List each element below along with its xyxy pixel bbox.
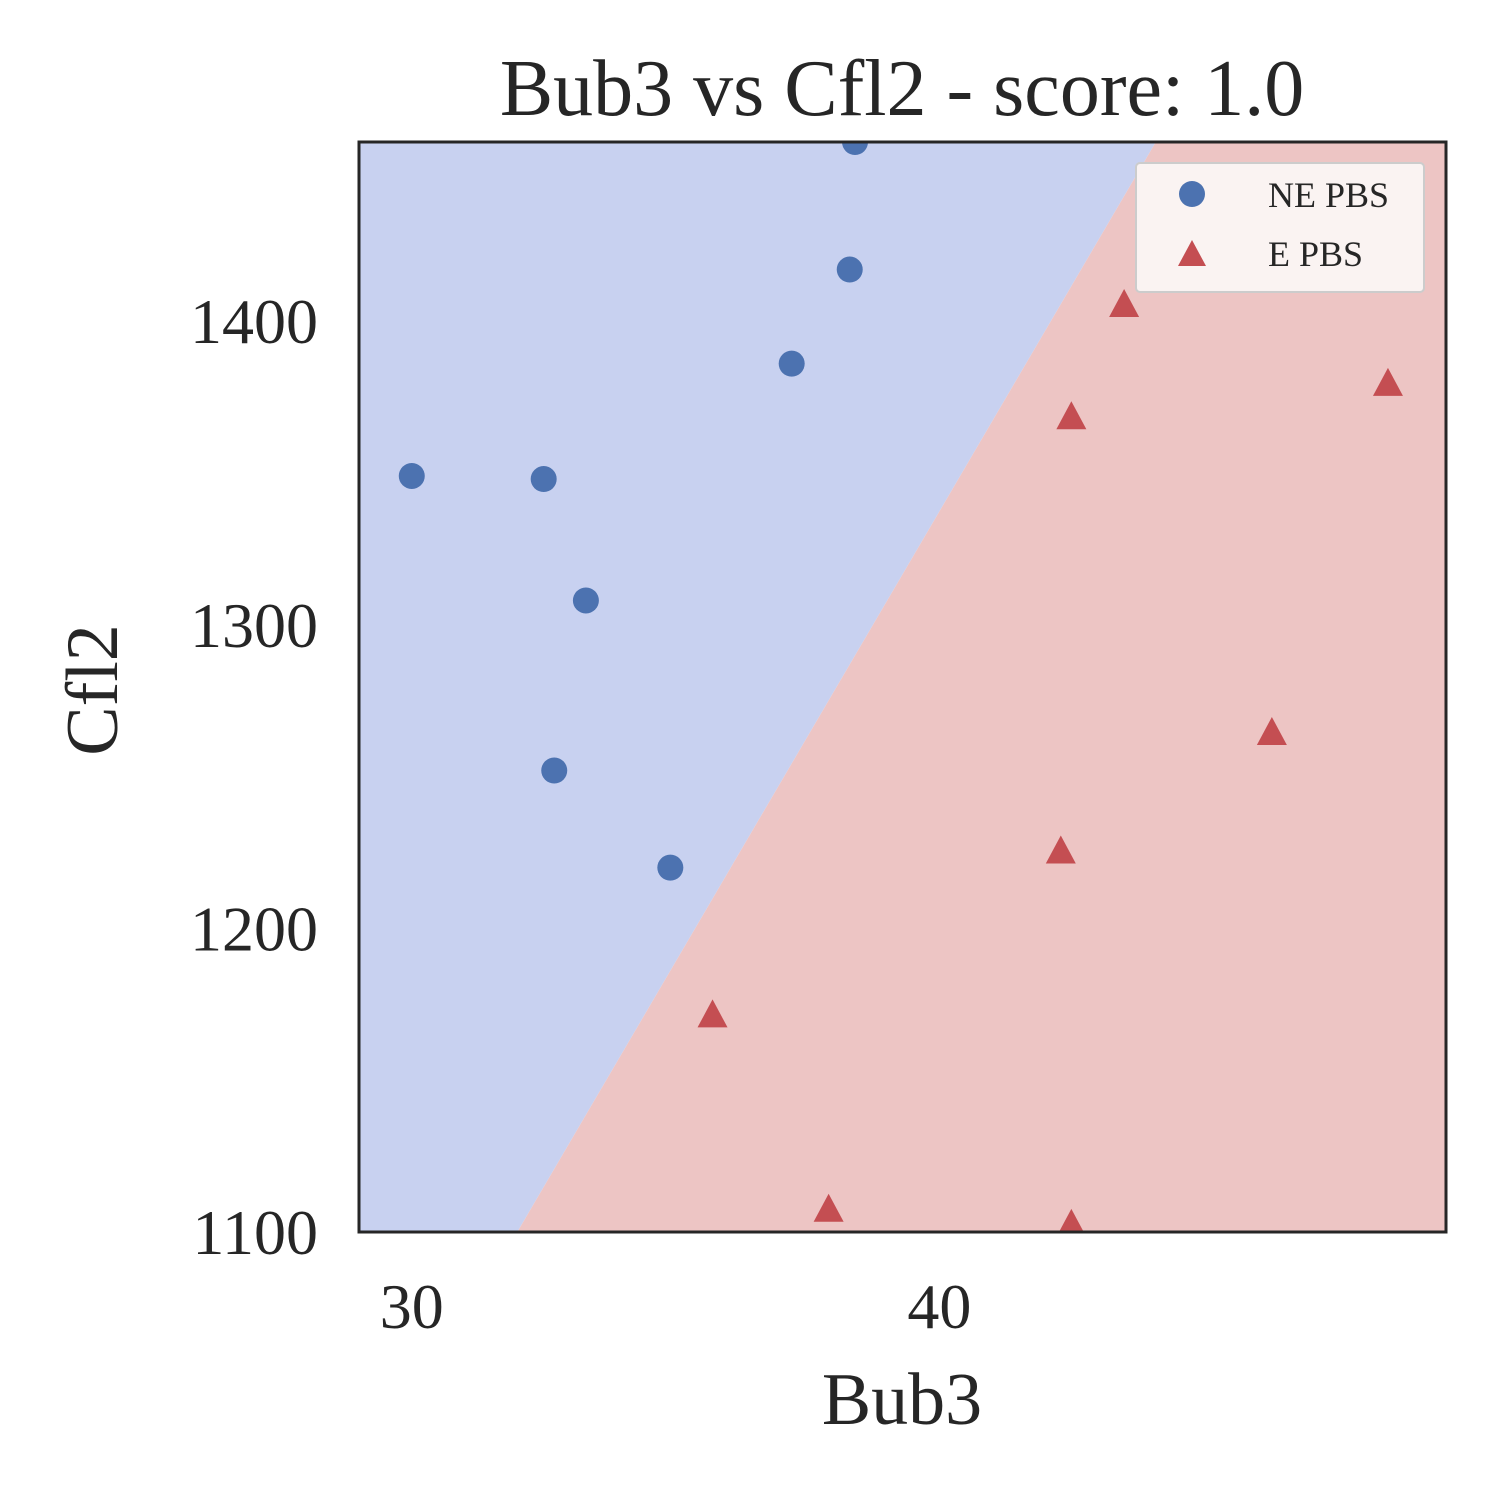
point-ne-pbs <box>572 587 599 614</box>
x-axis-label: Bub3 <box>822 1359 982 1441</box>
point-e-pbs <box>1372 367 1403 396</box>
y-axis-ticks: 1100 1200 1300 1400 <box>190 286 318 1268</box>
plot-frame <box>357 140 1448 1234</box>
point-ne-pbs <box>657 854 684 881</box>
point-ne-pbs <box>836 256 863 283</box>
legend-label-ne-pbs: NE PBS <box>1268 175 1389 215</box>
point-e-pbs <box>1045 835 1076 864</box>
point-ne-pbs <box>398 462 425 489</box>
x-axis-ticks: 30 40 <box>380 1271 972 1342</box>
legend-box <box>1135 162 1425 293</box>
chart-title: Bub3 vs Cfl2 - score: 1.0 <box>500 45 1304 133</box>
point-e-pbs <box>1056 401 1087 430</box>
legend: NE PBS E PBS <box>1135 162 1425 293</box>
y-tick-label: 1200 <box>190 893 318 964</box>
data-points <box>398 142 1403 1232</box>
legend-label-e-pbs: E PBS <box>1268 234 1363 274</box>
point-ne-pbs <box>842 142 869 155</box>
point-e-pbs <box>697 999 728 1028</box>
point-ne-pbs <box>778 350 805 377</box>
y-axis-label: Cfl2 <box>52 624 134 756</box>
point-ne-pbs <box>541 757 568 784</box>
y-tick-label: 1300 <box>190 590 318 661</box>
region-ne-pbs <box>359 142 1156 1232</box>
y-tick-label: 1100 <box>192 1197 318 1268</box>
x-tick-label: 30 <box>380 1271 444 1342</box>
point-ne-pbs <box>530 466 557 493</box>
x-tick-label: 40 <box>907 1271 971 1342</box>
legend-marker-ne-pbs <box>1179 181 1205 207</box>
point-e-pbs <box>1109 288 1140 317</box>
point-e-pbs <box>1058 1208 1084 1232</box>
region-e-pbs <box>517 142 1446 1232</box>
point-e-pbs <box>813 1193 844 1222</box>
decision-regions <box>359 142 1446 1232</box>
y-tick-label: 1400 <box>190 286 318 357</box>
point-e-pbs <box>1256 717 1287 746</box>
legend-marker-e-pbs <box>1178 240 1206 266</box>
